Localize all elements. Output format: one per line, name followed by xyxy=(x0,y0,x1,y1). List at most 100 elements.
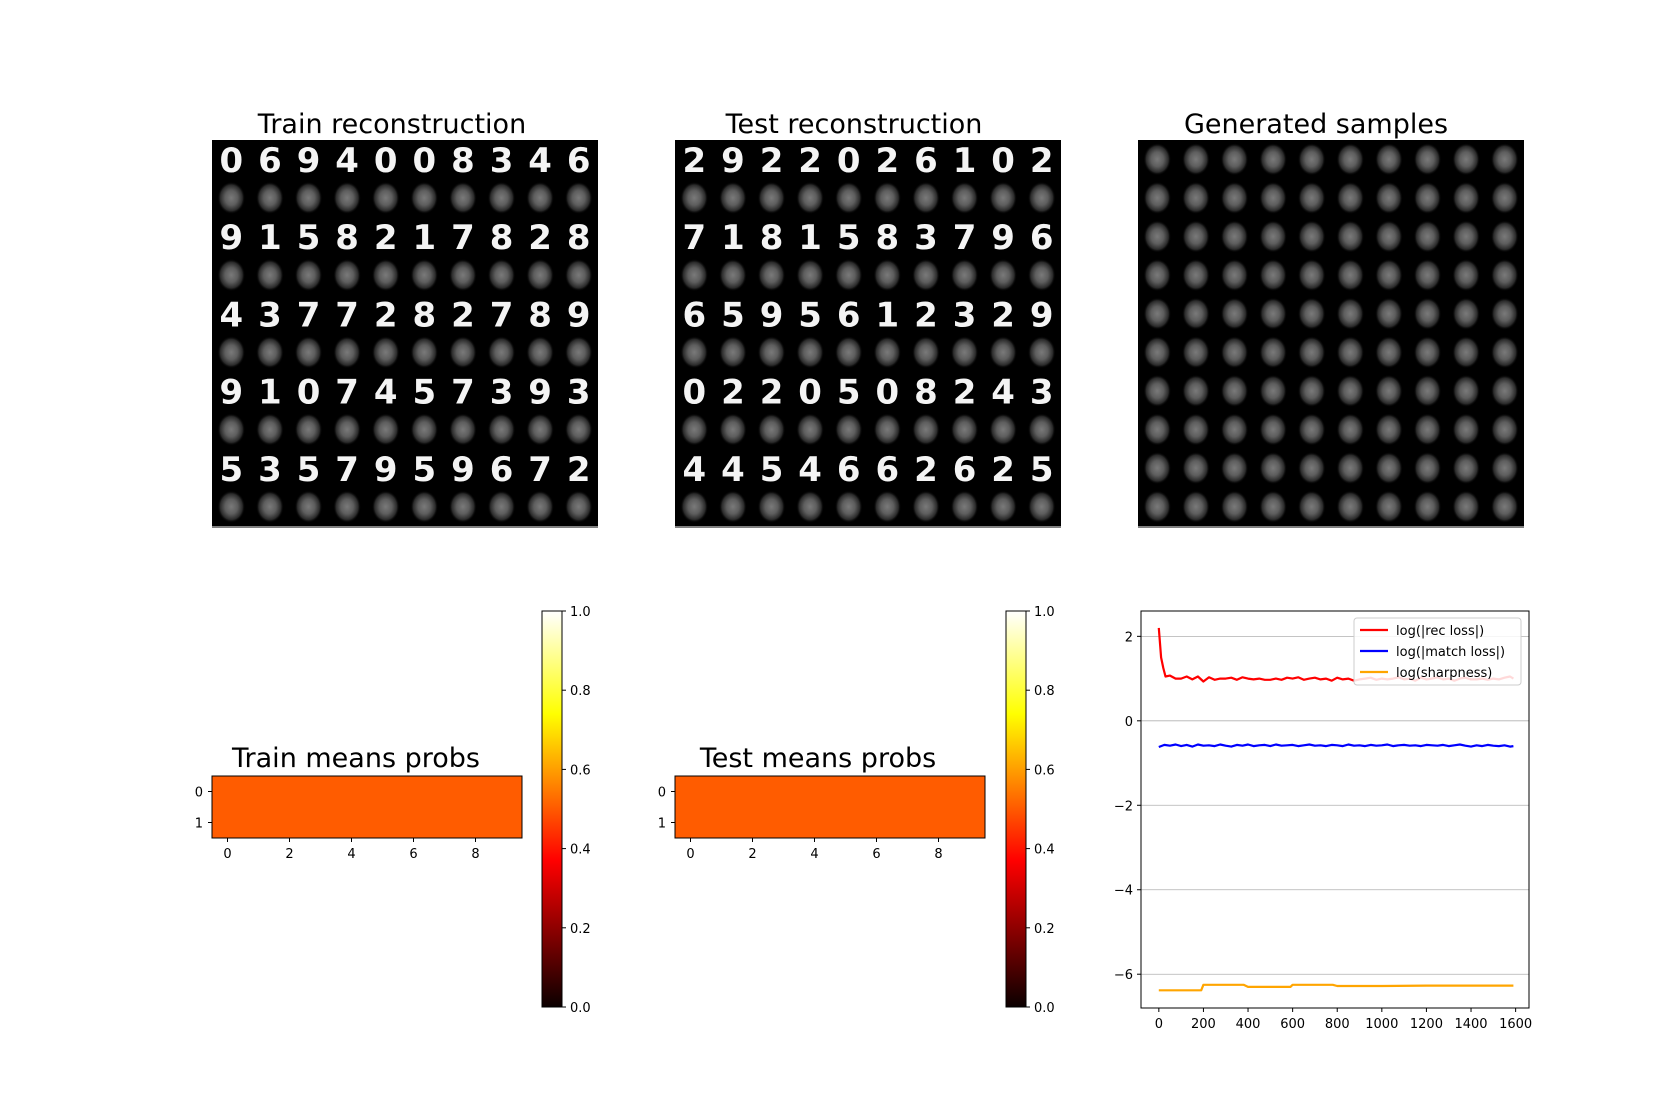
blurred-digit-blob xyxy=(873,413,902,446)
blurred-digit-blob xyxy=(1182,490,1210,523)
loss-line-chart: 2 0 −2 −4 −6 0 200 400 600 800 1000 1200 1400 1600 log… xyxy=(1114,610,1532,1032)
heatmap-cell xyxy=(429,807,461,839)
heatmap-frame xyxy=(211,775,523,839)
blurred-digit-blob xyxy=(1375,220,1403,253)
blurred-digit-blob xyxy=(1259,181,1287,215)
blurred-digit-blob xyxy=(1297,413,1326,446)
x-tick-label: 400 xyxy=(1236,1017,1261,1032)
blurred-digit-blob xyxy=(564,490,593,523)
heatmap-cell xyxy=(737,776,769,808)
blurred-digit-blob xyxy=(1259,451,1287,485)
heatmap-test-title: Test means probs xyxy=(699,743,936,774)
blurred-digit-blob xyxy=(1259,413,1287,446)
blurred-digit-blob xyxy=(294,181,323,215)
digit-glyph: 0 xyxy=(991,141,1015,181)
blurred-digit-blob xyxy=(1413,181,1442,215)
heatmap-cell xyxy=(768,776,800,808)
digit-glyph: 7 xyxy=(335,295,359,335)
digit-glyph: 2 xyxy=(991,295,1015,335)
x-tick-label: 200 xyxy=(1191,1017,1216,1032)
legend-label: log(sharpness) xyxy=(1396,666,1492,681)
blurred-digit-blob xyxy=(487,181,516,215)
legend-label: log(|match loss|) xyxy=(1396,645,1505,660)
digit-glyph: 5 xyxy=(219,450,243,490)
digit-glyph: 6 xyxy=(490,450,514,490)
digit-glyph: 2 xyxy=(953,373,977,413)
generated-grid xyxy=(1138,140,1524,528)
digit-glyph: 5 xyxy=(412,373,436,413)
blurred-digit-blob xyxy=(989,413,1017,446)
digit-glyph: 3 xyxy=(953,295,977,335)
heatmap-cell xyxy=(274,807,306,839)
test-recon-grid: 2 9 2 2 0 2 6 1 0 27 1 8 1 5 8 3 7 9 66 5 9 5 6 1 2 3 2 90 2 2 0 5 0 8 2 4 3… xyxy=(675,140,1061,528)
blurred-digit-blob xyxy=(1336,143,1365,176)
generated-title: Generated samples xyxy=(1184,109,1448,140)
heatmap-cell xyxy=(830,807,862,839)
blurred-digit-blob xyxy=(1182,451,1210,485)
digit-glyph: 9 xyxy=(1030,295,1054,335)
blurred-digit-blob xyxy=(1220,336,1249,369)
digit-glyph: 3 xyxy=(914,218,938,258)
digit-glyph: 9 xyxy=(297,141,321,181)
blurred-digit-blob xyxy=(1375,297,1403,330)
blurred-digit-blob xyxy=(1182,181,1210,215)
blurred-digit-blob xyxy=(1490,413,1519,446)
digit-glyph: 7 xyxy=(682,218,706,258)
blurred-digit-blob xyxy=(680,336,709,369)
digit-glyph: 8 xyxy=(567,218,591,258)
blurred-digit-blob xyxy=(873,490,902,523)
blurred-digit-blob xyxy=(1413,143,1442,176)
blurred-digit-blob xyxy=(1297,258,1326,292)
digit-glyph: 8 xyxy=(412,295,436,335)
blurred-digit-blob xyxy=(796,413,824,446)
y-tick-label: 0 xyxy=(1125,715,1133,730)
digit-glyph: 7 xyxy=(335,373,359,413)
blurred-digit-blob xyxy=(1259,258,1287,292)
blurred-digit-blob xyxy=(1027,336,1056,369)
blurred-digit-blob xyxy=(371,181,400,215)
colorbar-tick-label: 1.0 xyxy=(570,605,591,620)
digit-glyph: 2 xyxy=(1030,141,1054,181)
blurred-digit-blob xyxy=(680,181,709,215)
digit-glyph: 2 xyxy=(760,373,784,413)
blurred-digit-blob xyxy=(526,413,554,446)
blurred-digit-blob xyxy=(1375,143,1403,176)
blurred-digit-blob xyxy=(757,413,786,446)
blurred-digit-blob xyxy=(834,258,863,292)
blurred-digit-blob xyxy=(217,181,246,215)
digit-glyph: 9 xyxy=(219,373,243,413)
blurred-digit-blob xyxy=(912,413,940,446)
digit-glyph: 1 xyxy=(258,373,282,413)
blurred-digit-blob xyxy=(950,336,979,369)
digit-glyph: 0 xyxy=(219,141,243,181)
digit-glyph: 0 xyxy=(798,373,822,413)
digit-glyph: 8 xyxy=(528,295,552,335)
y-tick-label: 1 xyxy=(195,817,203,832)
digit-glyph: 0 xyxy=(875,373,899,413)
digit-glyph: 6 xyxy=(258,141,282,181)
digit-glyph: 8 xyxy=(914,373,938,413)
blurred-digit-blob xyxy=(526,181,554,215)
blurred-digit-blob xyxy=(1182,336,1210,369)
blurred-digit-blob xyxy=(1297,451,1326,485)
colorbar-tick-label: 0.4 xyxy=(570,843,591,858)
blurred-digit-blob xyxy=(1452,451,1480,485)
blurred-digit-blob xyxy=(1220,297,1249,330)
blurred-digit-blob xyxy=(1143,181,1172,215)
heatmap-train: 0 1 0 2 4 6 8 xyxy=(195,775,523,862)
colorbar-gradient xyxy=(541,610,563,1008)
series-line-2 xyxy=(1158,983,1514,992)
heatmap-cell xyxy=(305,776,337,808)
blurred-digit-blob xyxy=(256,258,284,292)
heatmap-cell xyxy=(460,807,492,839)
blurred-digit-blob xyxy=(1143,220,1172,253)
colorbar-gradient xyxy=(1005,610,1027,1008)
digit-glyph: 0 xyxy=(682,373,706,413)
blurred-digit-blob xyxy=(217,490,246,523)
blurred-digit-blob xyxy=(1336,490,1365,523)
blurred-digit-blob xyxy=(1490,143,1519,176)
heatmap-cell xyxy=(367,776,399,808)
blurred-digit-blob xyxy=(1220,490,1249,523)
blurred-digit-blob xyxy=(1297,181,1326,215)
blurred-digit-blob xyxy=(449,490,477,523)
